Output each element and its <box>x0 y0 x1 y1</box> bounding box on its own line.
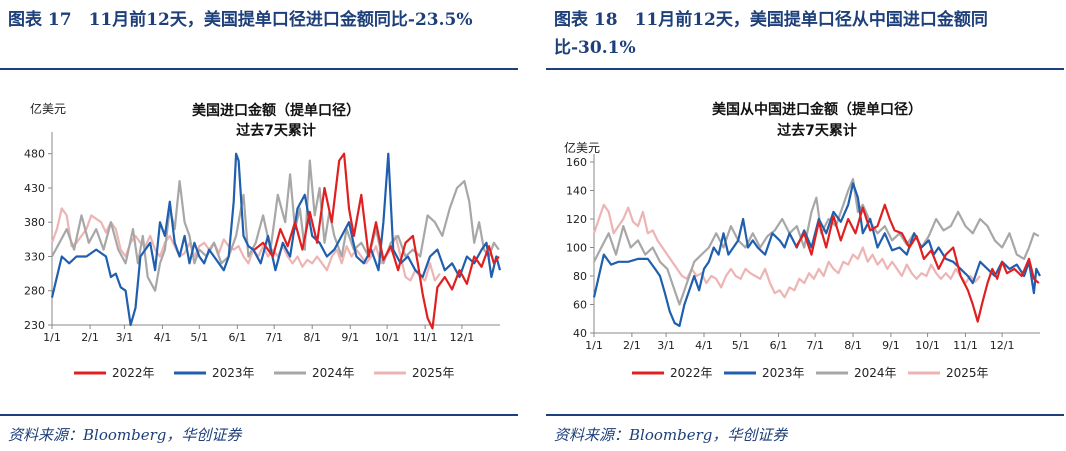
figure-panel-18: 图表 18 11月前12天，美国提单口径从中国进口金额同比-30.1% 美国从中… <box>546 0 1066 451</box>
y-tick-label: 380 <box>24 216 45 229</box>
x-tick-label: 11/1 <box>413 331 438 344</box>
x-tick-label: 1/1 <box>585 339 603 352</box>
footer-divider <box>0 414 518 416</box>
legend-label: 2024年 <box>854 366 897 380</box>
x-tick-label: 2/1 <box>81 331 99 344</box>
legend-label: 2023年 <box>212 366 255 380</box>
x-tick-label: 12/1 <box>450 331 475 344</box>
figure-panel-17: 图表 17 11月前12天，美国提单口径进口金额同比-23.5% 美国进口金额（… <box>0 0 520 451</box>
x-tick-label: 8/1 <box>844 339 862 352</box>
chart-subtitle: 过去7天累计 <box>236 122 316 139</box>
series-line-2025年 <box>592 203 981 299</box>
series-line-2022年 <box>794 203 1040 323</box>
legend-label: 2023年 <box>762 366 805 380</box>
series-line-2024年 <box>51 159 500 292</box>
y-tick-label: 230 <box>24 319 45 332</box>
legend-label: 2022年 <box>112 366 155 380</box>
series-line-2024年 <box>593 178 1040 306</box>
x-tick-label: 9/1 <box>882 339 900 352</box>
legend-label: 2022年 <box>670 366 713 380</box>
series-line-2025年 <box>50 207 441 282</box>
y-axis-unit: 亿美元 <box>30 101 66 116</box>
x-tick-label: 6/1 <box>228 331 246 344</box>
x-tick-label: 5/1 <box>190 331 208 344</box>
y-tick-label: 60 <box>573 299 587 312</box>
series-line-2023年 <box>592 182 1041 327</box>
footer-divider <box>546 414 1064 416</box>
chart-subtitle: 过去7天累计 <box>777 122 857 139</box>
x-tick-label: 10/1 <box>375 331 400 344</box>
y-tick-label: 120 <box>566 213 587 226</box>
y-axis-unit: 亿美元 <box>564 140 600 155</box>
x-tick-label: 10/1 <box>915 339 940 352</box>
y-tick-label: 330 <box>24 250 45 263</box>
y-tick-label: 100 <box>566 242 587 255</box>
y-tick-label: 280 <box>24 285 45 298</box>
legend-label: 2025年 <box>412 366 455 380</box>
legend-label: 2024年 <box>312 366 355 380</box>
series-line-2022年 <box>253 152 500 330</box>
y-tick-label: 80 <box>573 270 587 283</box>
x-tick-label: 7/1 <box>265 331 283 344</box>
title-divider <box>546 68 1064 70</box>
y-tick-label: 430 <box>24 182 45 195</box>
title-divider <box>0 68 518 70</box>
x-tick-label: 4/1 <box>154 331 172 344</box>
y-tick-label: 160 <box>566 156 587 169</box>
x-tick-label: 5/1 <box>732 339 750 352</box>
y-tick-label: 140 <box>566 185 587 198</box>
line-chart: 美国进口金额（提单口径） 过去7天累计 亿美元 230 280 330 380 430 480 1… <box>24 101 502 380</box>
y-tick-label: 480 <box>24 148 45 161</box>
x-tick-label: 3/1 <box>657 339 675 352</box>
x-tick-label: 3/1 <box>116 331 134 344</box>
legend-label: 2025年 <box>946 366 989 380</box>
x-tick-label: 4/1 <box>695 339 713 352</box>
x-tick-label: 2/1 <box>623 339 641 352</box>
y-tick-label: 40 <box>573 327 587 340</box>
x-tick-label: 12/1 <box>990 339 1015 352</box>
x-tick-label: 8/1 <box>303 331 321 344</box>
x-tick-label: 1/1 <box>43 331 61 344</box>
chart-title: 美国进口金额（提单口径） <box>192 102 360 119</box>
figure-title: 图表 17 11月前12天，美国提单口径进口金额同比-23.5% <box>8 10 473 30</box>
x-tick-label: 11/1 <box>953 339 978 352</box>
x-tick-label: 7/1 <box>806 339 824 352</box>
source-note: 资料来源：Bloomberg，华创证券 <box>554 426 788 444</box>
chart-title: 美国从中国进口金额（提单口径） <box>712 101 922 118</box>
figure-title: 图表 18 11月前12天，美国提单口径从中国进口金额同比-30.1% <box>554 10 988 58</box>
x-tick-label: 6/1 <box>770 339 788 352</box>
source-note: 资料来源：Bloomberg，华创证券 <box>8 426 242 444</box>
x-tick-label: 9/1 <box>341 331 359 344</box>
